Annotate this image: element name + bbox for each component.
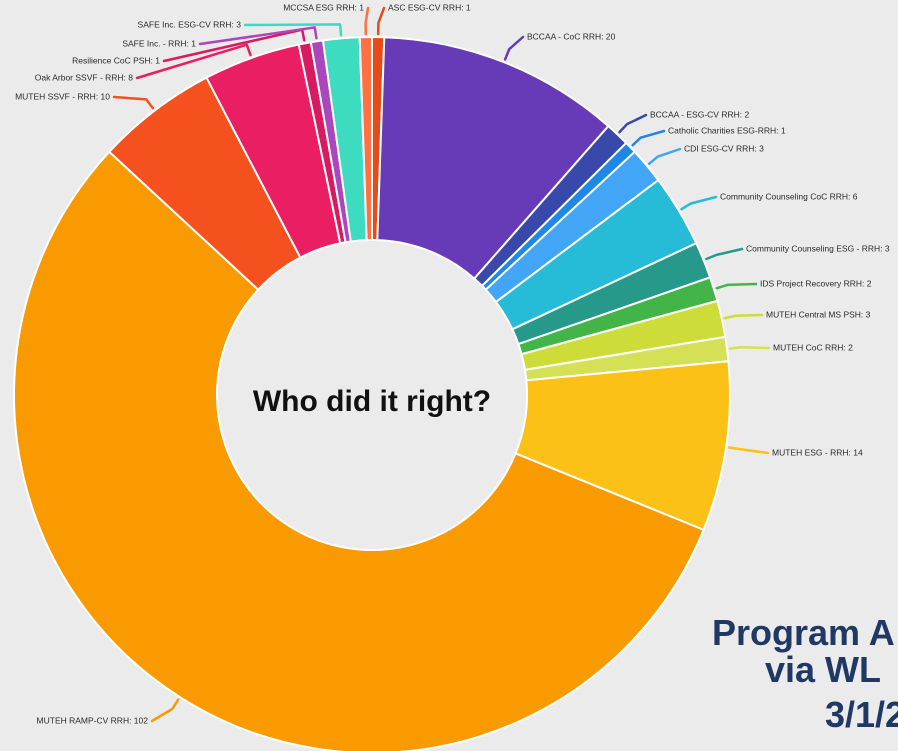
leader-line-bccaa-esg-cv-rrh-2 (618, 113, 648, 134)
leader-line-muteh-ramp-cv-rrh-102 (150, 698, 180, 723)
leader-line-muteh-ssvf-rrh-10 (112, 95, 155, 110)
leader-line-community-counseling-coc-rrh-6 (680, 195, 718, 211)
leader-line-community-counseling-esg-rrh-3 (705, 247, 744, 261)
slice-label-cdi-esg-cv-rrh-3: CDI ESG-CV RRH: 3 (684, 143, 764, 153)
leader-line-safe-inc-esg-cv-rrh-3 (243, 23, 343, 37)
leader-line-catholic-charities-esg-rrh-1 (631, 129, 666, 147)
slice-label-safe-inc-esg-cv-rrh-3: SAFE Inc. ESG-CV RRH: 3 (138, 19, 242, 29)
slice-label-community-counseling-esg-rrh-3: Community Counseling ESG - RRH: 3 (746, 243, 890, 253)
leader-line-mccsa-esg-rrh-1 (364, 6, 370, 36)
chart-leader-lines (112, 6, 771, 723)
slice-label-muteh-esg-rrh-14: MUTEH ESG - RRH: 14 (772, 447, 863, 457)
leader-line-oak-arbor-ssvf-rrh-8 (135, 43, 252, 80)
slice-label-resilience-coc-psh-1: Resilience CoC PSH: 1 (72, 55, 160, 65)
slice-mccsa-esg-rrh-1 (358, 35, 373, 242)
leader-line-bccaa-coc-rrh-20 (503, 35, 525, 61)
slice-label-asc-esg-cv-rrh-1: ASC ESG-CV RRH: 1 (388, 2, 471, 12)
leader-line-cdi-esg-cv-rrh-3 (647, 147, 682, 165)
slice-label-bccaa-coc-rrh-20: BCCAA - CoC RRH: 20 (527, 31, 616, 41)
slice-label-safe-inc-rrh-1: SAFE Inc. - RRH: 1 (122, 38, 196, 48)
slice-label-muteh-ramp-cv-rrh-102: MUTEH RAMP-CV RRH: 102 (37, 715, 149, 725)
side-title-line-1: Program A (712, 612, 895, 653)
slice-label-mccsa-esg-rrh-1: MCCSA ESG RRH: 1 (283, 2, 364, 12)
chart-slice-labels: ASC ESG-CV RRH: 1 BCCAA - CoC RRH: 20 BCCA… (15, 2, 890, 725)
leader-line-muteh-esg-rrh-14 (727, 446, 770, 455)
leader-line-safe-inc-rrh-1 (198, 26, 318, 46)
side-title-line-3: 3/1/2 (825, 694, 898, 735)
slice-muteh-ramp-cv-rrh-102 (13, 150, 705, 751)
slice-label-ids-project-recovery-rrh-2: IDS Project Recovery RRH: 2 (760, 278, 872, 288)
leader-line-asc-esg-cv-rrh-1 (376, 6, 386, 36)
slice-label-bccaa-esg-cv-rrh-2: BCCAA - ESG-CV RRH: 2 (650, 109, 749, 119)
leader-line-muteh-coc-rrh-2 (728, 345, 771, 350)
chart-slices (13, 35, 731, 751)
leader-line-ids-project-recovery-rrh-2 (715, 282, 758, 290)
slice-label-oak-arbor-ssvf-rrh-8: Oak Arbor SSVF - RRH: 8 (35, 72, 134, 82)
slice-label-catholic-charities-esg-rrh-1: Catholic Charities ESG-RRH: 1 (668, 125, 786, 135)
side-title-line-2: via WL (765, 649, 882, 690)
leader-line-muteh-central-ms-psh-3 (723, 313, 764, 320)
slice-label-muteh-ssvf-rrh-10: MUTEH SSVF - RRH: 10 (15, 91, 110, 101)
slice-label-muteh-coc-rrh-2: MUTEH CoC RRH: 2 (773, 342, 853, 352)
slice-label-community-counseling-coc-rrh-6: Community Counseling CoC RRH: 6 (720, 191, 858, 201)
slice-label-muteh-central-ms-psh-3: MUTEH Central MS PSH: 3 (766, 309, 871, 319)
chart-center-text: Who did it right? (253, 385, 491, 418)
slice-bccaa-coc-rrh-20 (376, 36, 610, 280)
